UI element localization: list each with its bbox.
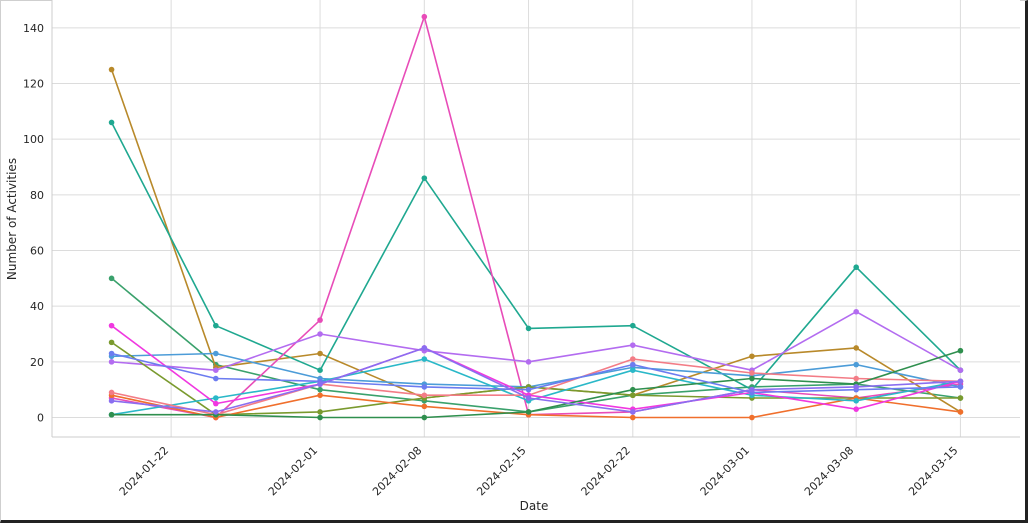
data-point (853, 345, 859, 351)
series-14 (108, 345, 964, 415)
series-5 (108, 308, 964, 373)
y-tick-label: 140 (23, 22, 44, 35)
data-point (317, 367, 323, 373)
x-tick-label: 2024-02-22 (579, 444, 633, 498)
data-point (525, 386, 532, 393)
data-point (630, 386, 636, 393)
y-tick-labels: 0 20 40 60 80 100 120 140 (23, 22, 44, 425)
data-point (213, 395, 219, 401)
x-tick-label: 2024-03-08 (802, 444, 856, 498)
data-point (421, 414, 428, 421)
data-point (421, 403, 428, 410)
data-point (108, 66, 115, 73)
data-point (749, 375, 755, 382)
data-point (630, 322, 636, 329)
data-point (630, 342, 636, 348)
data-point (525, 359, 532, 365)
data-point (108, 350, 115, 357)
x-tick-label: 2024-01-22 (117, 444, 171, 498)
data-point (213, 400, 219, 407)
data-point (525, 409, 532, 415)
y-tick-label: 80 (30, 189, 44, 202)
data-point (853, 264, 859, 271)
data-point (853, 361, 859, 368)
x-axis-title: Date (520, 499, 549, 513)
y-tick-label: 0 (37, 412, 44, 425)
data-point (749, 414, 755, 421)
data-point (853, 375, 859, 382)
data-point (213, 322, 219, 329)
data-point (317, 350, 323, 357)
data-point (421, 175, 428, 181)
x-tick-label: 2024-02-08 (370, 444, 424, 498)
data-point (630, 414, 636, 421)
y-tick-label: 60 (30, 245, 44, 258)
data-point (957, 384, 964, 390)
data-point (630, 392, 636, 399)
data-point (853, 406, 859, 412)
data-point (421, 345, 428, 351)
data-point (630, 361, 636, 368)
data-point (317, 392, 323, 399)
data-point (853, 398, 859, 404)
data-point (108, 322, 115, 329)
x-tick-label: 2024-02-01 (266, 444, 320, 498)
data-point (421, 384, 428, 390)
x-tick-labels: 2024-01-22 2024-02-01 2024-02-08 2024-02-15… (117, 444, 961, 498)
x-tick-label: 2024-03-01 (698, 444, 752, 498)
data-point (317, 409, 323, 415)
data-point (853, 384, 859, 390)
data-point (317, 317, 323, 323)
data-point (749, 386, 755, 393)
data-point (108, 359, 115, 365)
data-point (957, 395, 964, 401)
data-point (630, 367, 636, 373)
data-point (957, 409, 964, 415)
data-point (630, 409, 636, 415)
series-3 (108, 119, 964, 393)
data-point (108, 339, 115, 346)
data-point (525, 395, 532, 401)
data-point (957, 378, 964, 385)
x-tick-label: 2024-02-15 (474, 444, 528, 498)
data-point (213, 375, 219, 382)
y-tick-label: 40 (30, 300, 44, 313)
grid-lines (52, 0, 1020, 437)
series-12 (108, 347, 964, 421)
data-point (421, 356, 428, 362)
data-point (957, 347, 964, 354)
data-point (317, 414, 323, 421)
series-lines (108, 13, 964, 421)
y-tick-label: 120 (23, 78, 44, 91)
data-point (213, 367, 219, 373)
data-point (749, 353, 755, 360)
data-point (630, 356, 636, 362)
data-point (108, 398, 115, 404)
data-point (421, 392, 428, 399)
data-point (108, 119, 115, 126)
data-point (957, 367, 964, 373)
data-point (317, 381, 323, 387)
plot-area (52, 0, 1020, 437)
y-axis-title: Number of Activities (5, 158, 19, 280)
data-point (317, 331, 323, 337)
data-point (421, 13, 428, 20)
data-point (213, 409, 219, 415)
data-point (317, 386, 323, 393)
data-point (108, 411, 115, 418)
data-point (213, 350, 219, 357)
y-tick-label: 20 (30, 356, 44, 369)
data-point (749, 370, 755, 376)
data-point (853, 308, 859, 315)
data-point (108, 275, 115, 282)
y-tick-label: 100 (23, 133, 44, 146)
data-point (108, 389, 115, 396)
x-tick-label: 2024-03-15 (906, 444, 960, 498)
data-point (525, 325, 532, 332)
